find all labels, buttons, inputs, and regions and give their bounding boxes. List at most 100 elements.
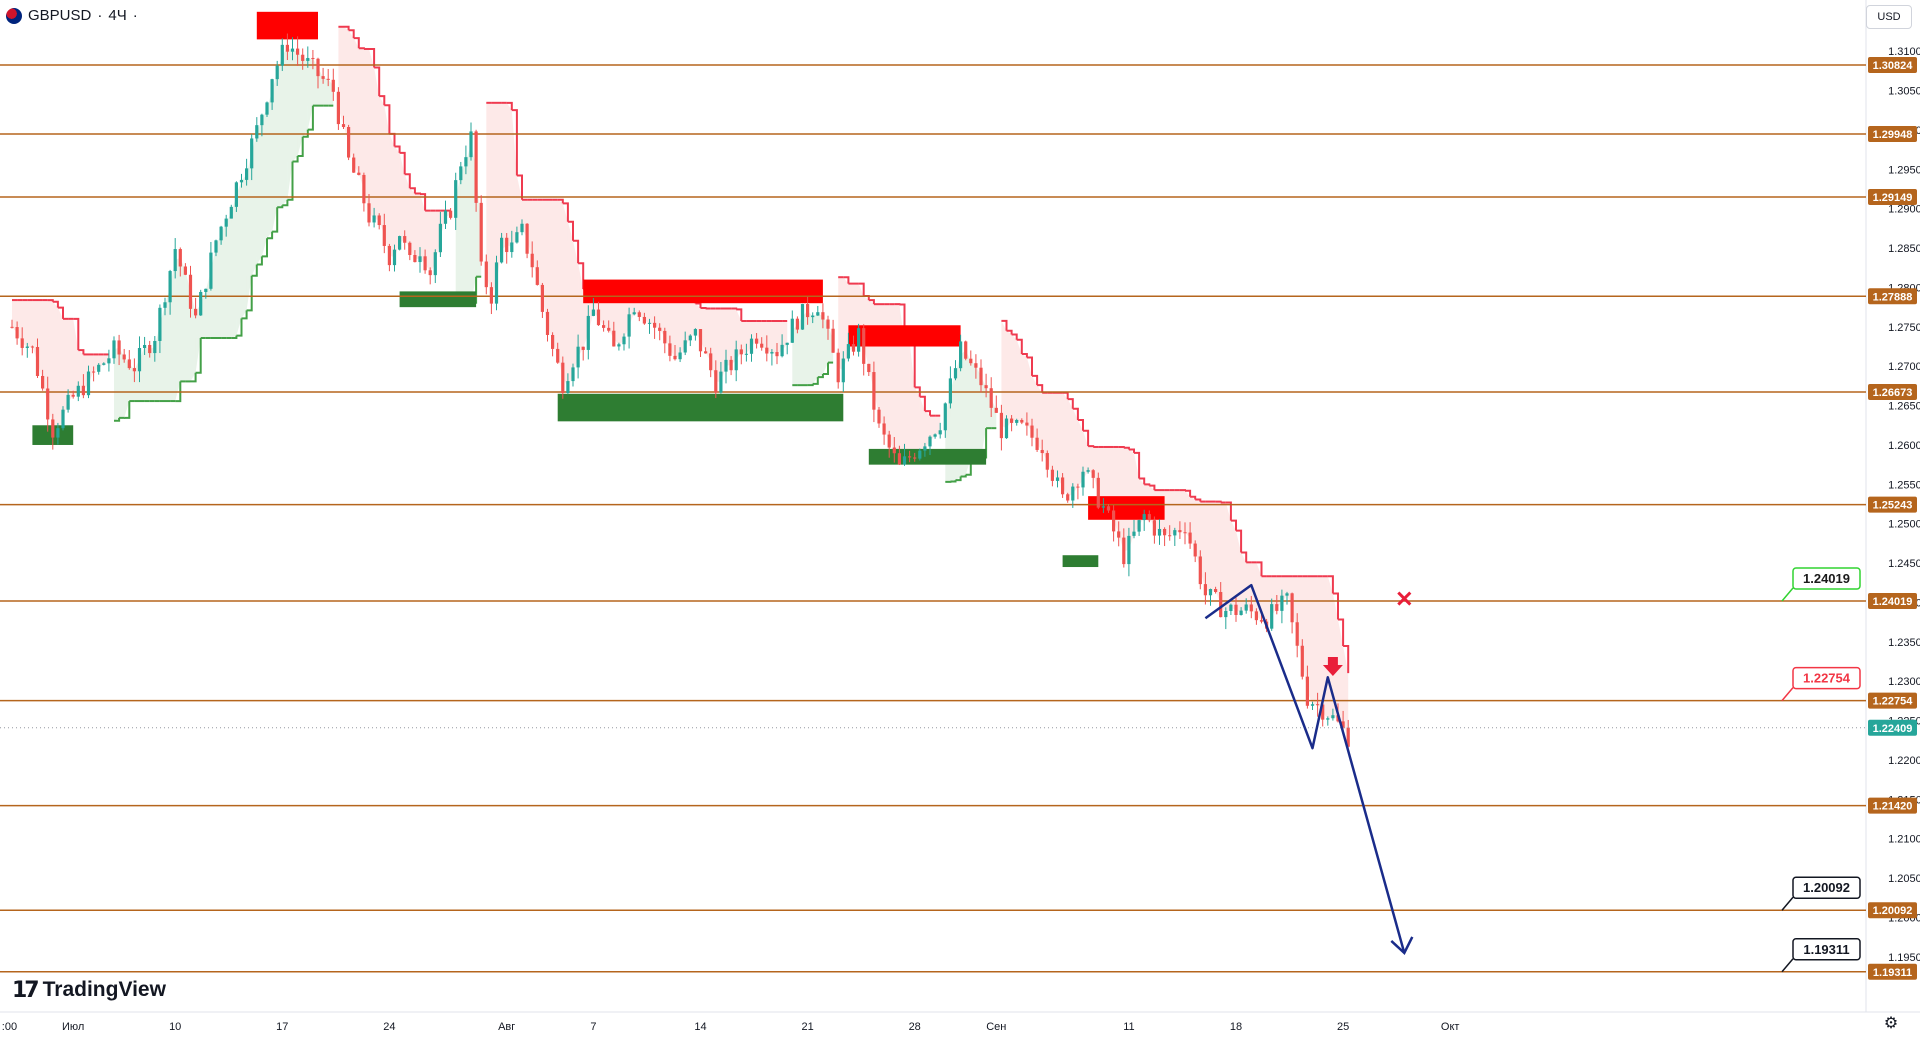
header-separator: ·: [97, 7, 102, 24]
candle-body: [979, 368, 982, 385]
candle-body: [954, 368, 957, 378]
candle-body: [1030, 426, 1033, 438]
symbol-header[interactable]: GBPUSD · 4Ч ·: [6, 7, 138, 24]
price-axis-tick-label: 1.25500: [1888, 479, 1920, 491]
candle-body: [505, 238, 508, 252]
candle-body: [709, 353, 712, 370]
candle-body: [556, 349, 559, 363]
candle-body: [306, 58, 309, 61]
currency-button[interactable]: USD: [1866, 5, 1912, 29]
level-axis-label: 1.22754: [1873, 696, 1914, 708]
candle-body: [551, 335, 554, 349]
candle-body: [301, 55, 304, 61]
candle-body: [1168, 535, 1171, 536]
candle-body: [1056, 477, 1059, 480]
time-axis-tick-label: 7: [590, 1021, 596, 1033]
trail-band-fill: [1175, 490, 1180, 533]
candle-body: [663, 331, 666, 343]
candle-body: [383, 225, 386, 246]
candle-body: [1010, 419, 1013, 423]
candle-body: [1041, 450, 1044, 453]
resistance-zone[interactable]: [583, 280, 823, 304]
trail-band-fill: [78, 350, 83, 391]
support-zone[interactable]: [1063, 555, 1099, 567]
candle-body: [867, 364, 870, 372]
trail-line: [359, 48, 364, 49]
time-axis-tick-label: Авг: [498, 1021, 515, 1033]
time-axis-tick-label: 21: [801, 1021, 813, 1033]
support-zone[interactable]: [400, 291, 477, 307]
candle-body: [587, 316, 590, 350]
candle-body: [322, 76, 325, 79]
trail-line: [1180, 490, 1185, 491]
candle-body: [373, 215, 376, 222]
support-zone[interactable]: [869, 449, 986, 465]
header-separator-2: ·: [133, 7, 138, 24]
trail-band-fill: [1318, 576, 1323, 712]
candle-body: [928, 437, 931, 447]
candle-body: [541, 285, 544, 312]
candle-body: [1204, 584, 1207, 595]
price-axis-tick-label: 1.23000: [1888, 676, 1920, 688]
candle-body: [837, 353, 840, 383]
trail-band-fill: [114, 347, 119, 420]
candle-body: [490, 287, 493, 303]
trail-band-fill: [466, 144, 471, 304]
price-axis-tick-label: 1.26500: [1888, 401, 1920, 413]
candle-body: [1107, 506, 1110, 510]
candle-body: [184, 266, 187, 274]
price-axis-tick-label: 1.31000: [1888, 46, 1920, 58]
candle-body: [357, 173, 360, 175]
candle-body: [1036, 438, 1039, 450]
target-callout-label: 1.24019: [1803, 571, 1850, 586]
candle-body: [199, 292, 202, 315]
target-callout-label: 1.19311: [1803, 942, 1849, 957]
candle-body: [92, 372, 95, 373]
candle-body: [617, 344, 620, 346]
candle-body: [862, 328, 865, 364]
candle-body: [82, 386, 85, 395]
trail-line: [415, 194, 420, 195]
level-axis-label: 1.27888: [1873, 291, 1913, 303]
candle-body: [689, 336, 692, 341]
candle-body: [26, 347, 29, 348]
candle-body: [883, 423, 886, 434]
candle-body: [475, 131, 478, 202]
candle-body: [31, 347, 34, 348]
candle-body: [1331, 715, 1334, 718]
symbol-name[interactable]: GBPUSD: [28, 7, 91, 24]
candle-body: [424, 256, 427, 270]
candle-body: [1087, 470, 1090, 472]
tradingview-logo-icon: 𝟭𝟳: [12, 977, 37, 1003]
trail-band-fill: [1180, 490, 1185, 532]
price-axis-tick-label: 1.23500: [1888, 637, 1920, 649]
candle-body: [352, 158, 355, 173]
candle-body: [138, 348, 141, 371]
candle-body: [612, 331, 615, 347]
level-axis-label: 1.26673: [1873, 387, 1913, 399]
candle-body: [959, 341, 962, 368]
trail-band-fill: [389, 134, 394, 257]
tradingview-logo[interactable]: 𝟭𝟳 TradingView: [12, 977, 166, 1003]
candle-body: [1199, 556, 1202, 584]
trail-band-fill: [1007, 331, 1012, 429]
candle-body: [444, 211, 447, 224]
candle-body: [775, 352, 778, 356]
candle-body: [327, 79, 330, 80]
support-zone[interactable]: [558, 394, 844, 422]
trail-band-fill: [53, 302, 58, 433]
candle-body: [286, 45, 289, 52]
candle-body: [923, 446, 926, 450]
gear-icon[interactable]: ⚙: [1883, 1016, 1899, 1032]
candle-body: [974, 363, 977, 368]
interval-label[interactable]: 4Ч: [108, 7, 126, 24]
trail-band-fill: [1088, 446, 1093, 474]
candle-body: [459, 166, 462, 180]
candle-body: [949, 378, 952, 403]
trail-band-fill: [226, 213, 231, 338]
candle-body: [255, 125, 258, 138]
price-axis-tick-label: 1.30500: [1888, 86, 1920, 98]
candle-body: [770, 352, 773, 353]
